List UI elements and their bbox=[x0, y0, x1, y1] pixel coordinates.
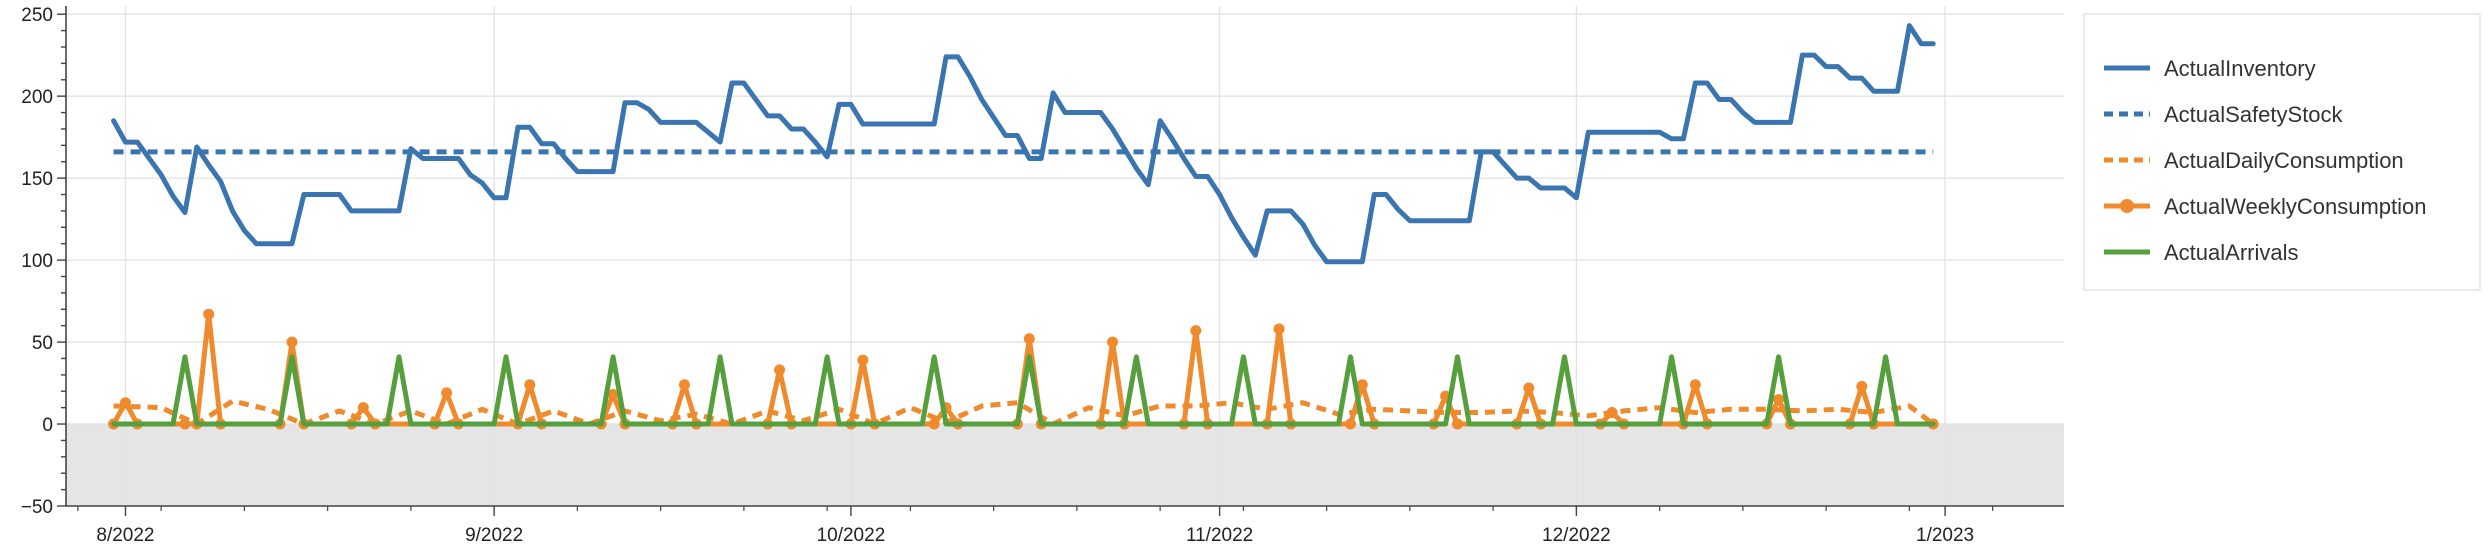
x-tick-label: 9/2022 bbox=[465, 525, 523, 546]
legend-label: ActualSafetyStock bbox=[2164, 102, 2344, 127]
x-tick-label: 11/2022 bbox=[1186, 525, 1253, 546]
x-tick-label: 8/2022 bbox=[96, 525, 154, 546]
y-tick-label: 150 bbox=[21, 169, 53, 190]
legend-box bbox=[2083, 13, 2481, 291]
legend-label: ActualWeeklyConsumption bbox=[2164, 194, 2427, 219]
data-point-ActualWeeklyConsumption bbox=[1356, 379, 1368, 391]
y-tick-label: 250 bbox=[21, 5, 53, 26]
x-tick-label: 10/2022 bbox=[817, 525, 886, 546]
x-tick-label: 12/2022 bbox=[1542, 525, 1611, 546]
series-ActualDailyConsumption bbox=[113, 398, 1935, 427]
data-point-ActualWeeklyConsumption bbox=[1273, 323, 1285, 335]
legend-item-ActualInventory: ActualInventory bbox=[2104, 56, 2316, 81]
axes: −50 0 50 100 150 200 250 8/2022 9/2022 10/2022 11/… bbox=[21, 5, 2064, 546]
y-tick-label: 200 bbox=[21, 87, 53, 108]
series-ActualInventory bbox=[111, 23, 1936, 265]
legend-label: ActualDailyConsumption bbox=[2164, 148, 2404, 173]
data-point-ActualWeeklyConsumption bbox=[441, 387, 453, 399]
data-point-ActualWeeklyConsumption bbox=[928, 418, 940, 430]
x-tick-label: 1/2023 bbox=[1916, 525, 1974, 546]
y-tick-label: 100 bbox=[21, 251, 53, 272]
data-point-ActualWeeklyConsumption bbox=[1689, 379, 1701, 391]
series-layer bbox=[108, 23, 1939, 430]
data-point-ActualWeeklyConsumption bbox=[607, 389, 619, 401]
series-line-ActualInventory bbox=[111, 23, 1936, 265]
legend-marker bbox=[2120, 199, 2134, 213]
y-tick-label: 0 bbox=[42, 415, 53, 436]
legend-item-ActualArrivals: ActualArrivals bbox=[2104, 240, 2298, 265]
data-point-ActualWeeklyConsumption bbox=[1107, 336, 1119, 348]
data-point-ActualWeeklyConsumption bbox=[678, 379, 690, 391]
series-line-ActualDailyConsumption bbox=[113, 398, 1935, 427]
data-point-ActualWeeklyConsumption bbox=[857, 354, 869, 366]
data-point-ActualWeeklyConsumption bbox=[1856, 380, 1868, 392]
legend-label: ActualArrivals bbox=[2164, 240, 2298, 265]
data-point-ActualWeeklyConsumption bbox=[286, 336, 298, 348]
data-point-ActualWeeklyConsumption bbox=[179, 418, 191, 430]
legend-item-ActualDailyConsumption: ActualDailyConsumption bbox=[2104, 148, 2404, 173]
data-point-ActualWeeklyConsumption bbox=[1523, 382, 1535, 394]
data-point-ActualWeeklyConsumption bbox=[774, 364, 786, 376]
legend: ActualInventory ActualSafetyStock ActualDa… bbox=[2083, 13, 2481, 291]
series-line-ActualArrivals bbox=[111, 354, 1936, 427]
data-point-ActualWeeklyConsumption bbox=[357, 402, 369, 414]
data-point-ActualWeeklyConsumption bbox=[1190, 325, 1202, 337]
data-point-ActualWeeklyConsumption bbox=[1773, 393, 1785, 405]
data-point-ActualWeeklyConsumption bbox=[119, 397, 131, 409]
data-point-ActualWeeklyConsumption bbox=[1606, 407, 1618, 419]
data-point-ActualWeeklyConsumption bbox=[203, 308, 215, 320]
data-point-ActualWeeklyConsumption bbox=[1344, 418, 1356, 430]
y-tick-label: −50 bbox=[21, 497, 53, 518]
legend-item-ActualSafetyStock: ActualSafetyStock bbox=[2104, 102, 2344, 127]
data-point-ActualWeeklyConsumption bbox=[1451, 418, 1463, 430]
y-tick-label: 50 bbox=[32, 333, 53, 354]
negative-region-shade bbox=[66, 424, 2064, 506]
legend-item-ActualWeeklyConsumption: ActualWeeklyConsumption bbox=[2104, 194, 2427, 219]
plot-background bbox=[66, 6, 2064, 506]
data-point-ActualWeeklyConsumption bbox=[1023, 333, 1035, 345]
series-ActualArrivals bbox=[111, 354, 1936, 427]
data-point-ActualWeeklyConsumption bbox=[524, 379, 536, 391]
legend-label: ActualInventory bbox=[2164, 56, 2316, 81]
